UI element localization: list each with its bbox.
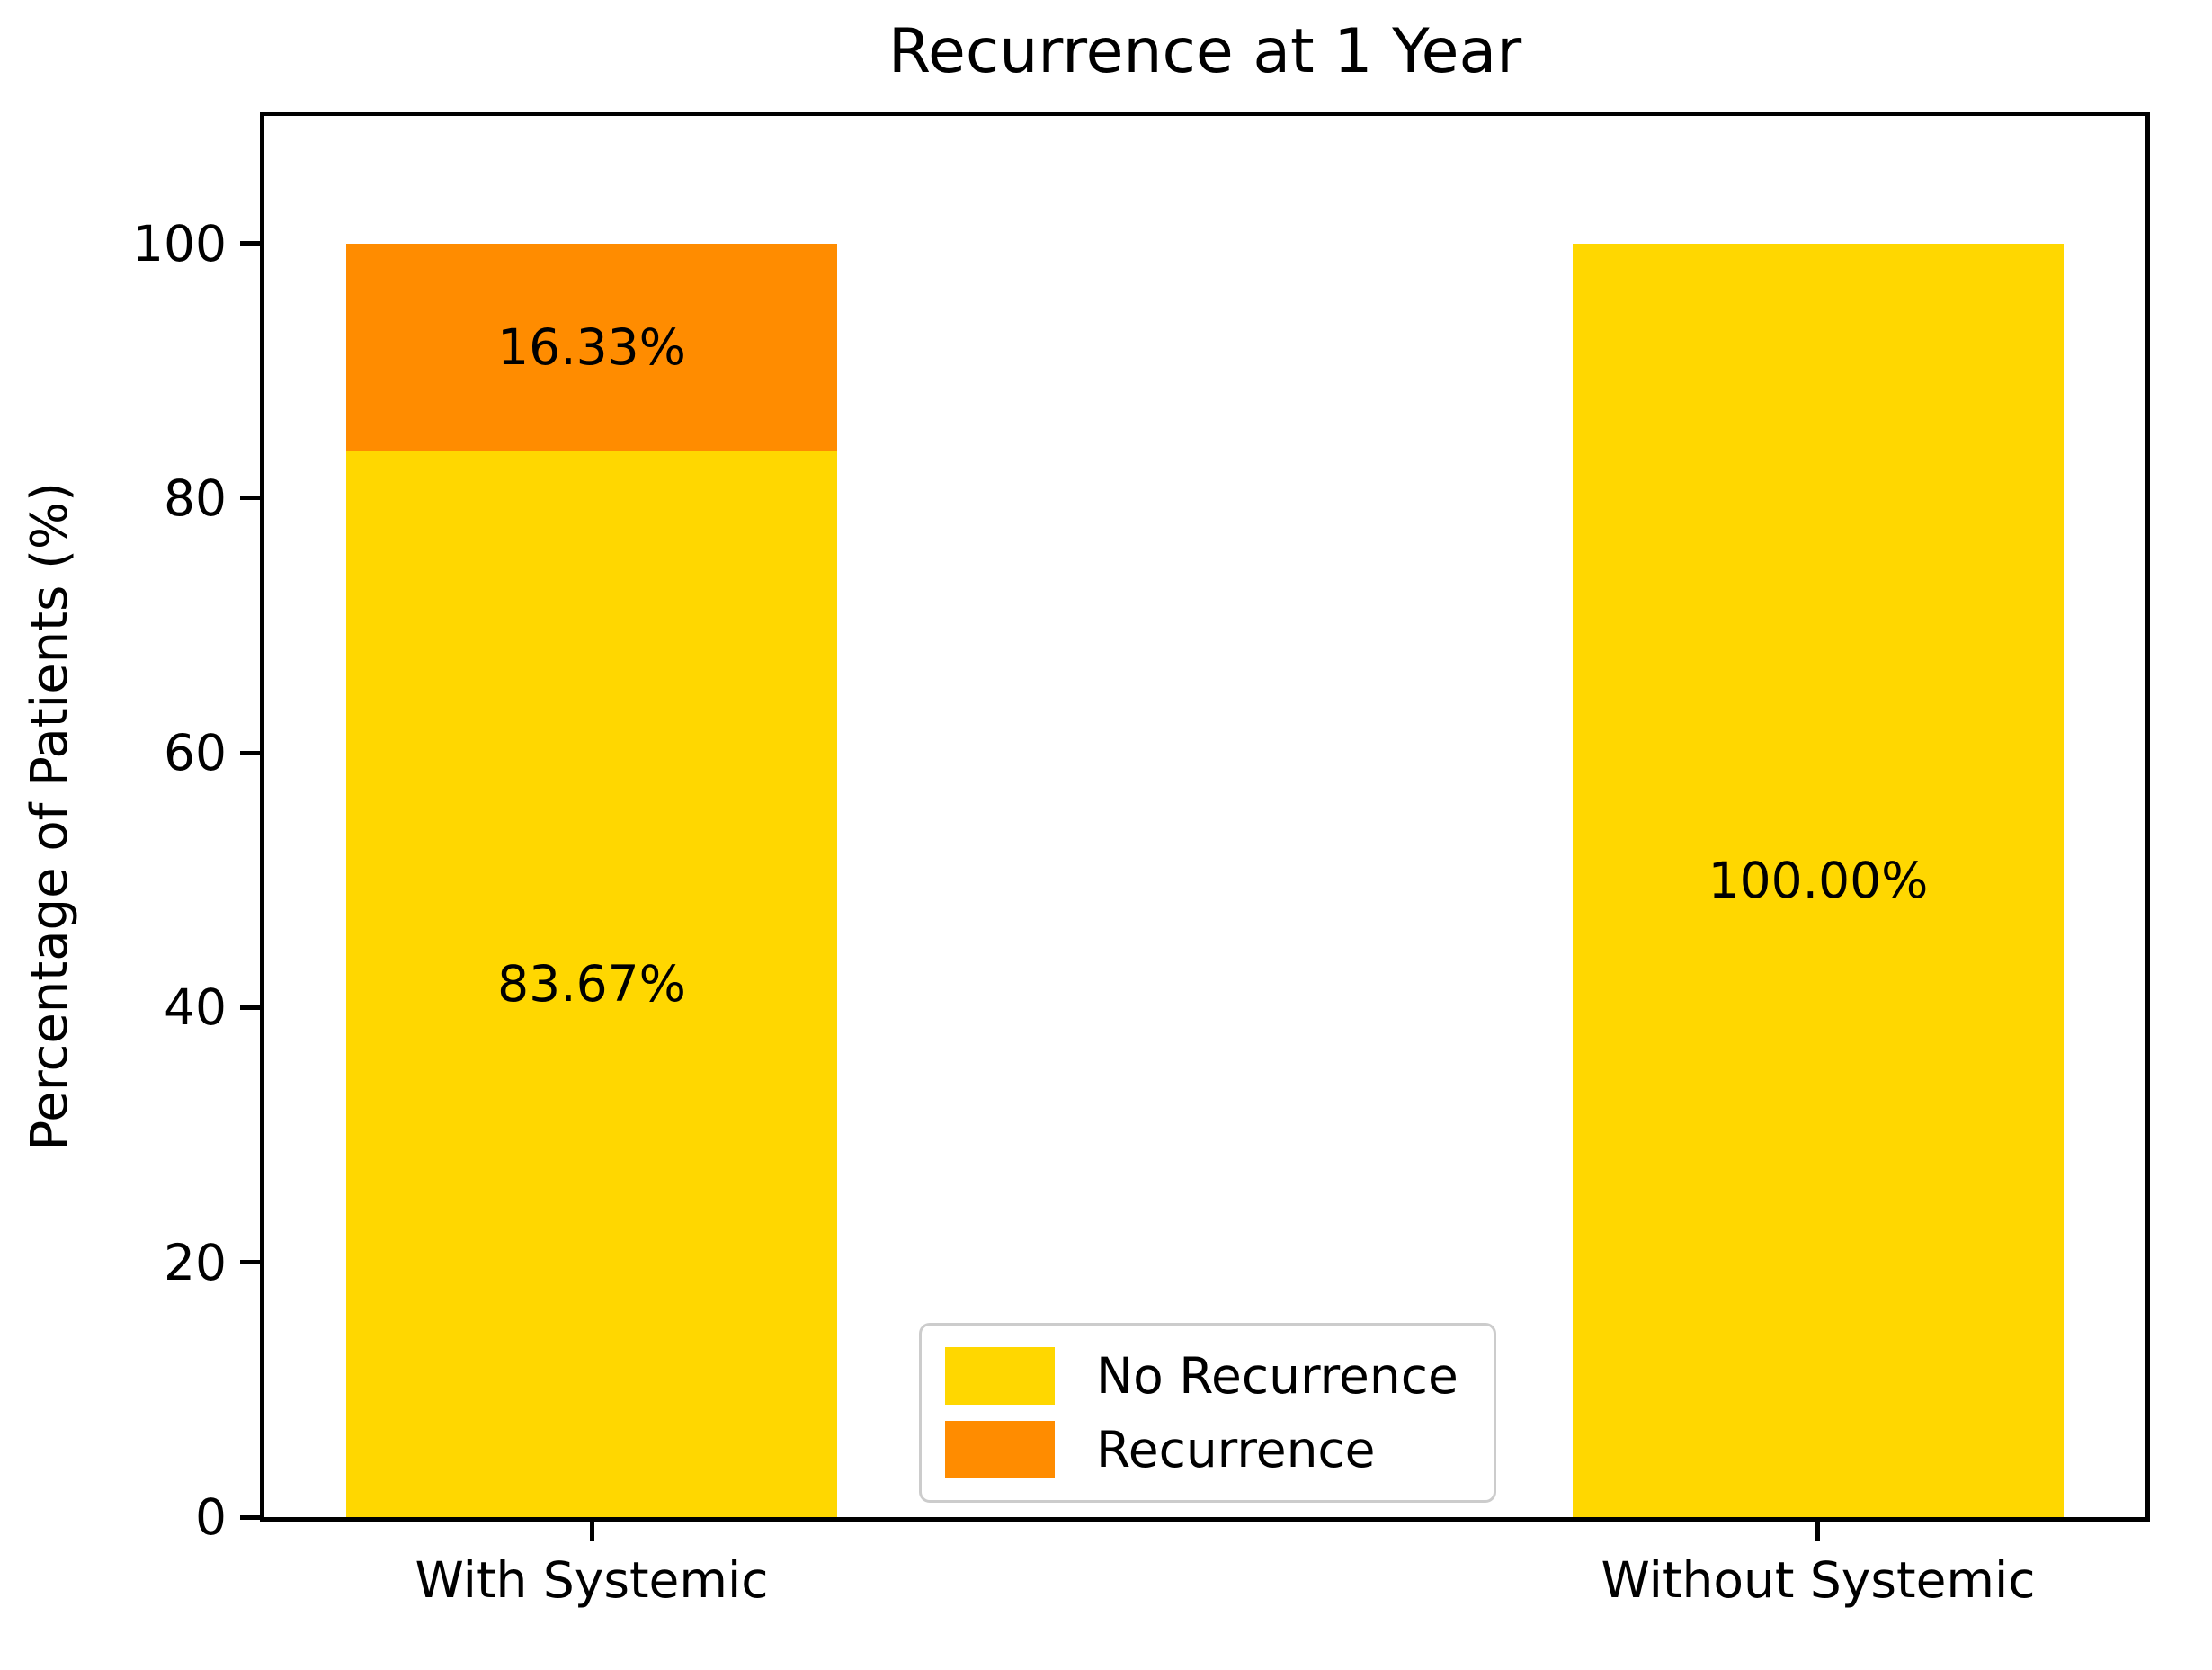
legend: No Recurrence Recurrence [919, 1323, 1496, 1503]
y-tick-label: 60 [164, 724, 227, 782]
y-tick-mark [240, 1514, 264, 1520]
y-tick-mark [240, 1260, 264, 1265]
y-tick-label: 0 [195, 1488, 227, 1546]
y-tick-mark [240, 241, 264, 246]
legend-label-recurrence: Recurrence [1096, 1421, 1376, 1478]
y-tick-mark [240, 496, 264, 501]
x-tick-mark [1815, 1517, 1821, 1541]
legend-swatch-recurrence [945, 1421, 1055, 1478]
x-tick-label: Without Systemic [1601, 1551, 2036, 1609]
bar-value-label: 83.67% [497, 955, 686, 1014]
bar-segment: 16.33% [346, 243, 837, 451]
y-axis-label: Percentage of Patients (%) [20, 482, 79, 1151]
y-tick-mark [240, 1005, 264, 1010]
x-tick-mark [589, 1517, 594, 1541]
y-tick-label: 20 [164, 1233, 227, 1291]
plot-area: 83.67% 16.33% 100.00% With Systemic Without… [132, 112, 2150, 1609]
y-tick-label: 80 [164, 469, 227, 527]
bar-segment: 100.00% [1572, 243, 2064, 1517]
bar-segment: 83.67% [346, 451, 837, 1517]
x-tick-label: With Systemic [415, 1551, 769, 1609]
chart-title: Recurrence at 1 Year [887, 16, 1522, 87]
legend-item-recurrence: Recurrence [945, 1421, 1470, 1478]
legend-swatch-no-recurrence [945, 1347, 1055, 1405]
y-tick-mark [240, 750, 264, 755]
bar-value-label: 16.33% [497, 318, 686, 377]
bars-layer: 83.67% 16.33% 100.00% [264, 116, 2145, 1517]
legend-label-no-recurrence: No Recurrence [1096, 1347, 1458, 1405]
y-axis-label-container: Percentage of Patients (%) [9, 112, 90, 1522]
legend-item-no-recurrence: No Recurrence [945, 1347, 1470, 1405]
y-tick-label: 100 [132, 214, 227, 272]
bar-value-label: 100.00% [1708, 851, 1929, 909]
y-tick-label: 40 [164, 978, 227, 1037]
